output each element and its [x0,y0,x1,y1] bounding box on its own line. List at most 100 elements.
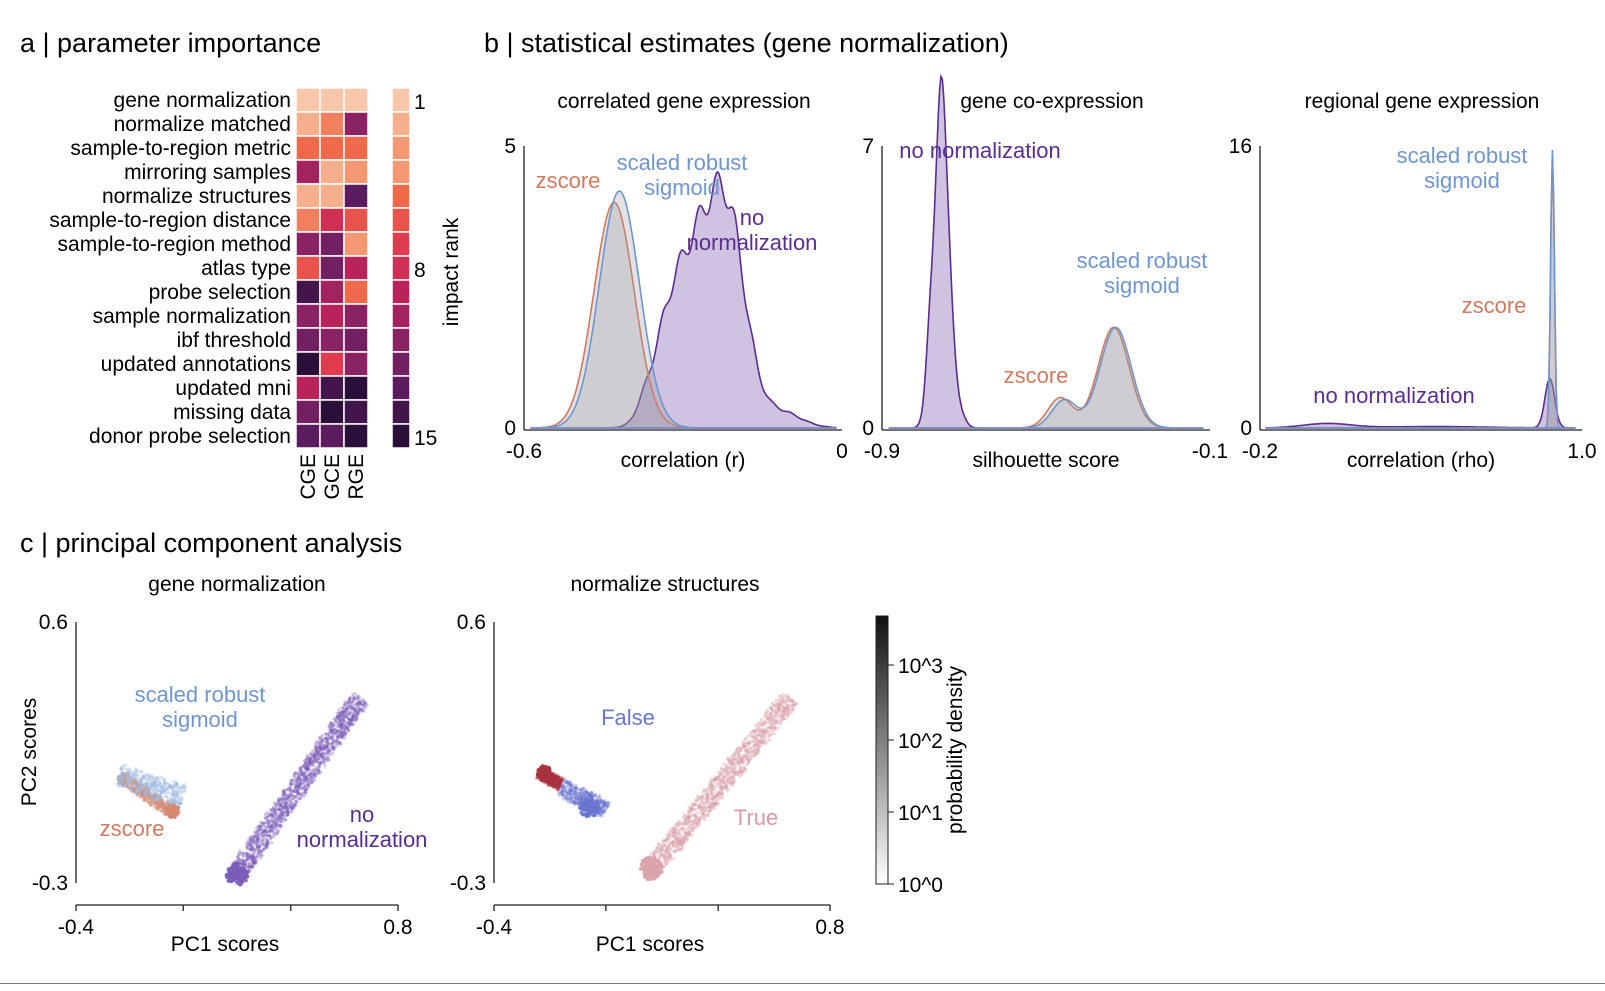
chart-title: normalize structures [570,573,759,596]
scatter-point [336,729,340,733]
scatter-point [660,846,664,850]
scatter-point [308,779,312,783]
scatter-point [691,821,695,826]
series-annotation: zscore [1004,363,1069,388]
scatter-point [789,709,794,713]
scatter-point [312,772,316,777]
scatter-point [318,739,322,743]
scatter-point [314,746,319,751]
scatter-point [306,766,310,770]
scatter-point [246,857,250,861]
scatter-point [240,859,244,863]
scatter-point [259,833,263,837]
scatter-point [292,774,296,778]
scatter-point [131,780,136,785]
scatter-point [140,783,144,787]
scatter-point [730,776,734,780]
scatter-point [270,826,274,830]
scatter-point [782,699,787,703]
scatter-point [334,739,338,743]
scatter-point [318,747,322,751]
scatter-point [651,865,656,870]
scatter-point [352,708,356,712]
scatter-point [354,708,358,712]
scatter-point [714,791,718,795]
scatter-point [320,751,324,756]
scatter-point [352,695,356,699]
scatter-point [314,748,318,752]
scatter-point [639,862,644,866]
scatter-point [286,812,291,816]
scatter-point [268,833,272,838]
scatter-point [319,771,323,775]
scatter-point [332,731,336,735]
scatter-point [293,804,297,808]
heatmap-cell [319,399,345,425]
scatter-point [278,823,282,827]
scatter-point [353,719,357,723]
scatter-point [304,765,308,769]
scatter-point [255,840,259,845]
scatter-point [312,759,316,764]
scatter-point [260,831,264,835]
scatter-point [317,769,321,773]
scatter-point [340,722,344,726]
scatter-point [701,798,705,802]
scatter-point [333,727,337,732]
scatter-point [295,784,299,788]
scatter-point [126,779,130,783]
scatter-point [261,842,265,847]
scatter-point [340,735,344,739]
scatter-point [296,776,300,780]
scatter-point [149,803,153,807]
scatter-point [316,750,320,754]
scatter-point [282,793,286,797]
scatter-point [255,838,260,842]
series-annotation: scaled robust [1077,248,1208,273]
scatter-point [246,855,250,859]
scatter-point [286,812,290,816]
scatter-point [250,846,254,850]
scatter-point [289,804,294,808]
scatter-point [306,778,310,782]
scatter-point [265,841,269,845]
scatter-point [266,839,270,843]
scatter-point [725,779,730,783]
scatter-point [346,728,350,733]
scatter-point [313,774,317,778]
scatter-point [268,813,272,818]
scatter-point [307,785,311,789]
scatter-point [309,758,313,763]
scatter-point [338,729,342,734]
rank-colorbar-cell [391,423,411,449]
scatter-point [247,854,251,859]
scatter-point [260,821,264,825]
scatter-point [304,767,308,771]
scatter-point [340,733,344,737]
scatter-point [320,741,324,745]
scatter-point [290,801,294,805]
scatter-point [350,712,354,716]
scatter-point [300,768,304,772]
scatter-point [702,788,706,792]
scatter-point [251,857,255,861]
scatter-point [318,745,322,749]
scatter-point [246,853,250,857]
scatter-point [314,760,318,764]
scatter-point [349,723,353,727]
scatter-point [278,823,282,828]
scatter-point [136,787,140,791]
scatter-point [669,828,673,833]
scatter-point [311,749,315,753]
scatter-point [288,805,292,809]
scatter-point [535,772,540,777]
scatter-point [701,812,705,816]
scatter-point [304,788,308,792]
scatter-point [731,757,735,761]
scatter-point [257,849,261,853]
scatter-point [278,826,282,830]
scatter-point [261,822,265,827]
scatter-point [351,697,355,701]
scatter-point [648,872,652,876]
scatter-point [341,733,345,738]
